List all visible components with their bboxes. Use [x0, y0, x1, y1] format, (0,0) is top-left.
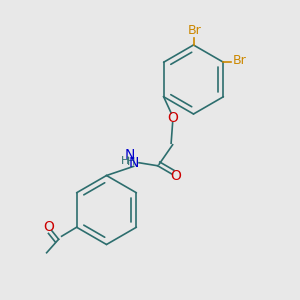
Text: O: O: [44, 220, 55, 234]
Text: H: H: [121, 156, 129, 166]
Text: Br: Br: [233, 54, 247, 67]
Text: Br: Br: [188, 25, 202, 38]
Text: O: O: [167, 111, 178, 125]
Text: O: O: [170, 169, 181, 183]
Text: N: N: [124, 148, 135, 161]
Text: N: N: [128, 156, 139, 170]
Text: H: H: [126, 157, 135, 166]
